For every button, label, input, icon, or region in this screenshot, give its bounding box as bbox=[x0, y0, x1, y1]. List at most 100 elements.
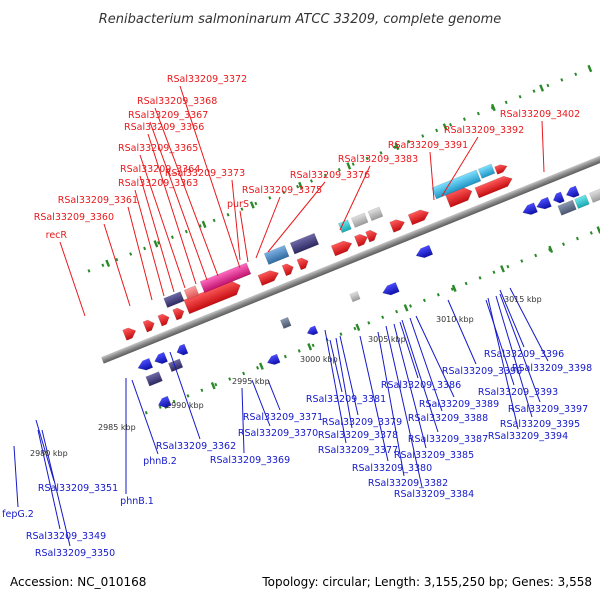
guide-dot bbox=[143, 246, 147, 251]
scale-tick-label: 2995 kbp bbox=[232, 377, 270, 386]
reverse-gene bbox=[565, 185, 580, 198]
gene-label-top[interactable]: purS bbox=[227, 199, 249, 210]
gene-label-top[interactable]: RSal33209_3392 bbox=[444, 125, 524, 136]
forward-gene bbox=[407, 209, 430, 226]
guide-dot bbox=[395, 309, 399, 314]
rna-feature bbox=[145, 371, 163, 387]
gene-label-top[interactable]: recR bbox=[46, 230, 68, 241]
gene-label-bottom[interactable]: RSal33209_3385 bbox=[394, 450, 474, 461]
leader-line bbox=[339, 165, 371, 231]
gene-label-top[interactable]: RSal33209_3372 bbox=[167, 74, 247, 85]
guide-dot-major bbox=[490, 103, 496, 112]
gene-label-top[interactable]: RSal33209_3363 bbox=[118, 178, 198, 189]
rna-feature bbox=[350, 212, 369, 228]
guide-dot-major bbox=[587, 64, 593, 73]
gene-label-top[interactable]: RSal33209_3367 bbox=[128, 110, 208, 121]
forward-gene bbox=[330, 240, 353, 257]
leader-line bbox=[329, 339, 343, 393]
gene-label-bottom[interactable]: RSal33209_3389 bbox=[419, 399, 499, 410]
gene-label-top[interactable]: RSal33209_3360 bbox=[34, 212, 114, 223]
gene-label-bottom[interactable]: RSal33209_3371 bbox=[243, 412, 323, 423]
gene-label-bottom[interactable]: RSal33209_3393 bbox=[478, 387, 558, 398]
guide-dot bbox=[379, 151, 383, 155]
gene-label-bottom[interactable]: RSal33209_3390 bbox=[442, 366, 522, 377]
gene-label-bottom[interactable]: RSal33209_3369 bbox=[210, 455, 290, 466]
guide-dot bbox=[492, 270, 496, 275]
gene-label-top[interactable]: RSal33209_3373 bbox=[165, 168, 245, 179]
gene-label-bottom[interactable]: phnB.2 bbox=[143, 456, 177, 467]
rna-feature bbox=[280, 316, 292, 330]
rna-feature bbox=[163, 291, 185, 309]
gene-label-top[interactable]: RSal33209_3364 bbox=[120, 164, 200, 175]
gene-label-top[interactable]: RSal33209_3402 bbox=[500, 109, 580, 120]
gene-label-top[interactable]: RSal33209_3365 bbox=[118, 143, 198, 154]
guide-dot bbox=[436, 292, 440, 297]
forward-gene bbox=[157, 313, 170, 327]
rna-feature bbox=[588, 188, 600, 203]
gene-label-top[interactable]: RSal33209_3366 bbox=[124, 122, 204, 133]
forward-gene bbox=[281, 263, 294, 277]
leader-line bbox=[541, 120, 545, 173]
guide-dot-major bbox=[153, 240, 159, 248]
gene-label-top[interactable]: RSal33209_3391 bbox=[388, 140, 468, 151]
leader-line bbox=[169, 351, 201, 440]
rna-feature bbox=[557, 199, 577, 216]
gene-label-bottom[interactable]: RSal33209_3387 bbox=[408, 434, 488, 445]
rna-feature bbox=[477, 163, 496, 179]
leader-line bbox=[267, 181, 326, 253]
leader-line bbox=[131, 379, 159, 455]
scale-tick-label: 2985 kbp bbox=[98, 423, 136, 432]
gene-label-bottom[interactable]: RSal33209_3379 bbox=[322, 417, 402, 428]
gene-label-bottom[interactable]: RSal33209_3370 bbox=[238, 428, 318, 439]
gene-label-bottom[interactable]: RSal33209_3397 bbox=[508, 404, 588, 415]
guide-dot bbox=[367, 321, 371, 325]
gene-label-bottom[interactable]: RSal33209_3378 bbox=[318, 430, 398, 441]
gene-label-bottom[interactable]: RSal33209_3394 bbox=[488, 431, 568, 442]
gene-label-bottom[interactable]: RSal33209_3377 bbox=[318, 445, 398, 456]
gene-label-bottom[interactable]: RSal33209_3384 bbox=[394, 489, 474, 500]
guide-dot bbox=[504, 100, 508, 105]
leader-line bbox=[429, 151, 435, 201]
guide-dot bbox=[478, 276, 482, 280]
guide-dot bbox=[435, 128, 439, 133]
leader-line bbox=[255, 196, 281, 259]
gene-label-bottom[interactable]: RSal33209_3396 bbox=[484, 349, 564, 360]
gene-label-bottom[interactable]: RSal33209_3382 bbox=[368, 478, 448, 489]
leader-line bbox=[485, 299, 515, 386]
gene-label-bottom[interactable]: RSal33209_3350 bbox=[35, 548, 115, 559]
guide-dot bbox=[296, 184, 300, 189]
gene-label-top[interactable]: RSal33209_3361 bbox=[58, 195, 138, 206]
guide-dot bbox=[172, 399, 176, 404]
gene-label-top[interactable]: RSal33209_3376 bbox=[290, 170, 370, 181]
gene-label-bottom[interactable]: RSal33209_3381 bbox=[306, 394, 386, 405]
reverse-gene bbox=[137, 357, 154, 371]
gene-label-bottom[interactable]: RSal33209_3386 bbox=[381, 380, 461, 391]
gene-label-bottom[interactable]: RSal33209_3398 bbox=[512, 363, 592, 374]
gene-label-top[interactable]: RSal33209_3368 bbox=[137, 96, 217, 107]
guide-dot bbox=[212, 218, 216, 223]
gene-label-bottom[interactable]: RSal33209_3362 bbox=[156, 441, 236, 452]
guide-dot bbox=[351, 162, 355, 166]
gene-label-bottom[interactable]: RSal33209_3395 bbox=[500, 419, 580, 430]
guide-dot bbox=[170, 235, 174, 239]
reverse-gene bbox=[154, 351, 169, 365]
guide-dot bbox=[228, 377, 232, 381]
leader-line bbox=[415, 315, 455, 398]
guide-dot bbox=[449, 123, 453, 127]
forward-gene bbox=[365, 229, 378, 243]
gene-label-top[interactable]: RSal33209_3383 bbox=[338, 154, 418, 165]
guide-dot bbox=[560, 78, 564, 82]
gene-label-bottom[interactable]: RSal33209_3351 bbox=[38, 483, 118, 494]
scale-tick-label: 2980 kbp bbox=[30, 449, 68, 458]
leader-line bbox=[499, 293, 541, 403]
gene-label-bottom[interactable]: fepG.2 bbox=[2, 509, 34, 520]
leader-line bbox=[251, 379, 271, 427]
guide-dot-major bbox=[394, 142, 400, 151]
guide-dot-major bbox=[298, 181, 303, 190]
gene-label-bottom[interactable]: phnB.1 bbox=[120, 496, 154, 507]
gene-label-top[interactable]: RSal33209_3375 bbox=[242, 185, 322, 196]
gene-label-bottom[interactable]: RSal33209_3349 bbox=[26, 531, 106, 542]
gene-label-bottom[interactable]: RSal33209_3388 bbox=[408, 413, 488, 424]
guide-dot bbox=[200, 388, 204, 393]
gene-label-bottom[interactable]: RSal33209_3380 bbox=[352, 463, 432, 474]
